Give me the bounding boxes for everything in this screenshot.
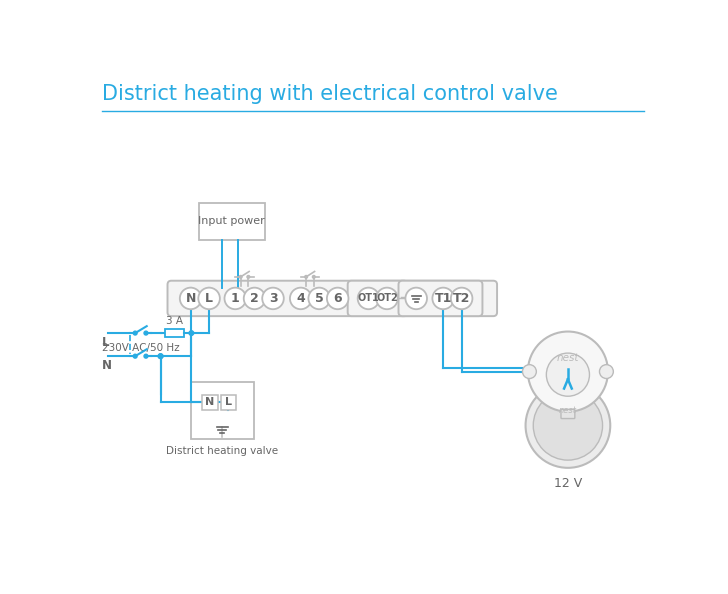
Text: 1: 1	[231, 292, 240, 305]
Text: 4: 4	[296, 292, 305, 305]
Circle shape	[305, 276, 307, 278]
Text: N: N	[186, 292, 196, 305]
Text: nest: nest	[559, 406, 577, 415]
Circle shape	[432, 287, 454, 309]
Circle shape	[158, 354, 163, 359]
Text: District heating with electrical control valve: District heating with electrical control…	[102, 84, 558, 103]
Text: 12 V: 12 V	[554, 477, 582, 490]
Text: L: L	[205, 292, 213, 305]
Circle shape	[180, 287, 202, 309]
Circle shape	[526, 383, 610, 468]
Circle shape	[133, 354, 137, 358]
FancyBboxPatch shape	[398, 281, 483, 316]
FancyBboxPatch shape	[199, 203, 264, 240]
FancyBboxPatch shape	[191, 381, 254, 440]
Text: 3 A: 3 A	[166, 316, 183, 326]
Circle shape	[158, 354, 163, 359]
Text: 3: 3	[269, 292, 277, 305]
Text: 6: 6	[333, 292, 342, 305]
Circle shape	[290, 287, 312, 309]
Circle shape	[240, 276, 242, 278]
FancyBboxPatch shape	[167, 281, 497, 316]
Text: T1: T1	[435, 292, 452, 305]
Text: L: L	[102, 336, 109, 349]
Circle shape	[247, 276, 250, 278]
Circle shape	[309, 287, 330, 309]
Circle shape	[198, 287, 220, 309]
Circle shape	[534, 391, 603, 460]
Circle shape	[244, 287, 265, 309]
Circle shape	[262, 287, 284, 309]
Text: 230V AC/50 Hz: 230V AC/50 Hz	[102, 343, 180, 353]
Circle shape	[546, 353, 590, 396]
Text: OT1: OT1	[357, 293, 379, 304]
Circle shape	[523, 365, 537, 378]
Circle shape	[599, 365, 614, 378]
Text: Input power: Input power	[198, 216, 265, 226]
Text: 5: 5	[314, 292, 323, 305]
FancyBboxPatch shape	[221, 394, 236, 410]
FancyBboxPatch shape	[165, 329, 183, 337]
Circle shape	[144, 354, 148, 358]
FancyBboxPatch shape	[202, 394, 218, 410]
FancyBboxPatch shape	[561, 409, 575, 419]
Text: T2: T2	[453, 292, 470, 305]
Circle shape	[376, 287, 397, 309]
Text: District heating valve: District heating valve	[166, 446, 278, 456]
Circle shape	[144, 331, 148, 335]
Text: N: N	[102, 359, 112, 372]
FancyBboxPatch shape	[348, 281, 408, 316]
Text: 2: 2	[250, 292, 259, 305]
Text: OT2: OT2	[376, 293, 397, 304]
Circle shape	[312, 276, 315, 278]
Circle shape	[133, 331, 137, 335]
Circle shape	[528, 331, 608, 412]
Circle shape	[405, 287, 427, 309]
Circle shape	[189, 331, 194, 336]
Text: N: N	[205, 397, 215, 407]
Text: nest: nest	[557, 353, 579, 363]
Circle shape	[224, 287, 246, 309]
Circle shape	[451, 287, 472, 309]
Text: L: L	[225, 397, 232, 407]
Circle shape	[327, 287, 349, 309]
Circle shape	[357, 287, 379, 309]
